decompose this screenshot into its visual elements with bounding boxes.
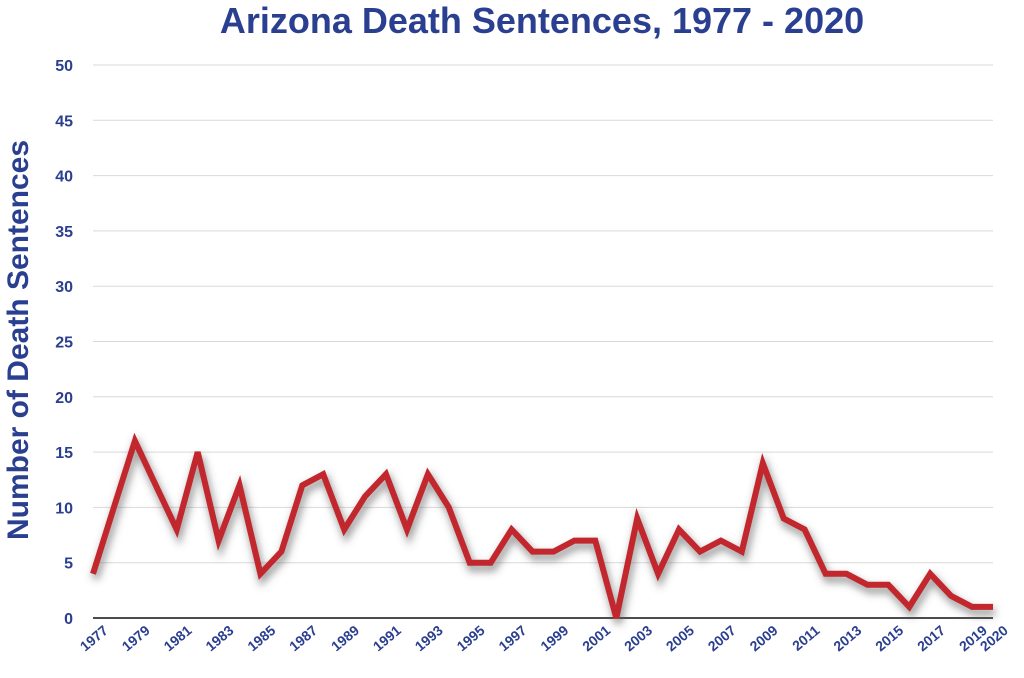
x-axis-ticks: 1977 1979 1981 1983 1985 1987 1989 1991 1993 1995… <box>77 622 1011 654</box>
x-tick-label: 1997 <box>495 622 529 654</box>
y-tick-label: 0 <box>64 611 73 628</box>
y-tick-label: 5 <box>64 556 73 573</box>
x-tick-label: 2017 <box>914 622 948 654</box>
x-tick-label: 1985 <box>244 622 278 654</box>
x-tick-label: 2011 <box>789 622 823 654</box>
x-tick-label: 1983 <box>202 622 236 654</box>
x-tick-label: 1987 <box>286 622 320 654</box>
y-tick-label: 40 <box>55 169 73 186</box>
x-tick-label: 1981 <box>160 622 194 654</box>
series-line <box>90 432 993 619</box>
x-tick-label: 1993 <box>412 622 446 654</box>
y-tick-label: 35 <box>55 224 73 241</box>
y-tick-label: 45 <box>55 113 73 130</box>
y-tick-label: 10 <box>55 500 73 517</box>
chart-title: Arizona Death Sentences, 1977 - 2020 <box>220 0 864 41</box>
x-tick-label: 1995 <box>454 622 488 654</box>
x-tick-label: 2005 <box>663 622 697 654</box>
x-tick-label: 2009 <box>747 622 781 654</box>
y-axis-label: Number of Death Sentences <box>2 140 35 540</box>
y-tick-label: 30 <box>55 279 73 296</box>
x-tick-label: 2015 <box>872 622 906 654</box>
x-tick-label: 2013 <box>830 622 864 654</box>
y-tick-label: 20 <box>55 390 73 407</box>
x-tick-label: 2001 <box>579 622 613 654</box>
x-tick-label: 1991 <box>370 622 404 654</box>
y-axis-ticks: 0 5 10 15 20 25 30 35 40 45 50 <box>55 58 73 628</box>
gridlines <box>93 64 993 564</box>
y-tick-label: 15 <box>55 445 73 462</box>
series-shadow <box>91 435 995 625</box>
x-tick-label: 1977 <box>77 622 111 654</box>
y-tick-label: 50 <box>55 58 73 75</box>
x-tick-label: 2007 <box>705 622 739 654</box>
x-tick-label: 1989 <box>328 622 362 654</box>
y-tick-label: 25 <box>55 335 73 352</box>
x-tick-label: 1999 <box>537 622 571 654</box>
x-tick-label: 1979 <box>119 622 153 654</box>
x-tick-label: 2003 <box>621 622 655 654</box>
series-layer <box>90 432 995 625</box>
